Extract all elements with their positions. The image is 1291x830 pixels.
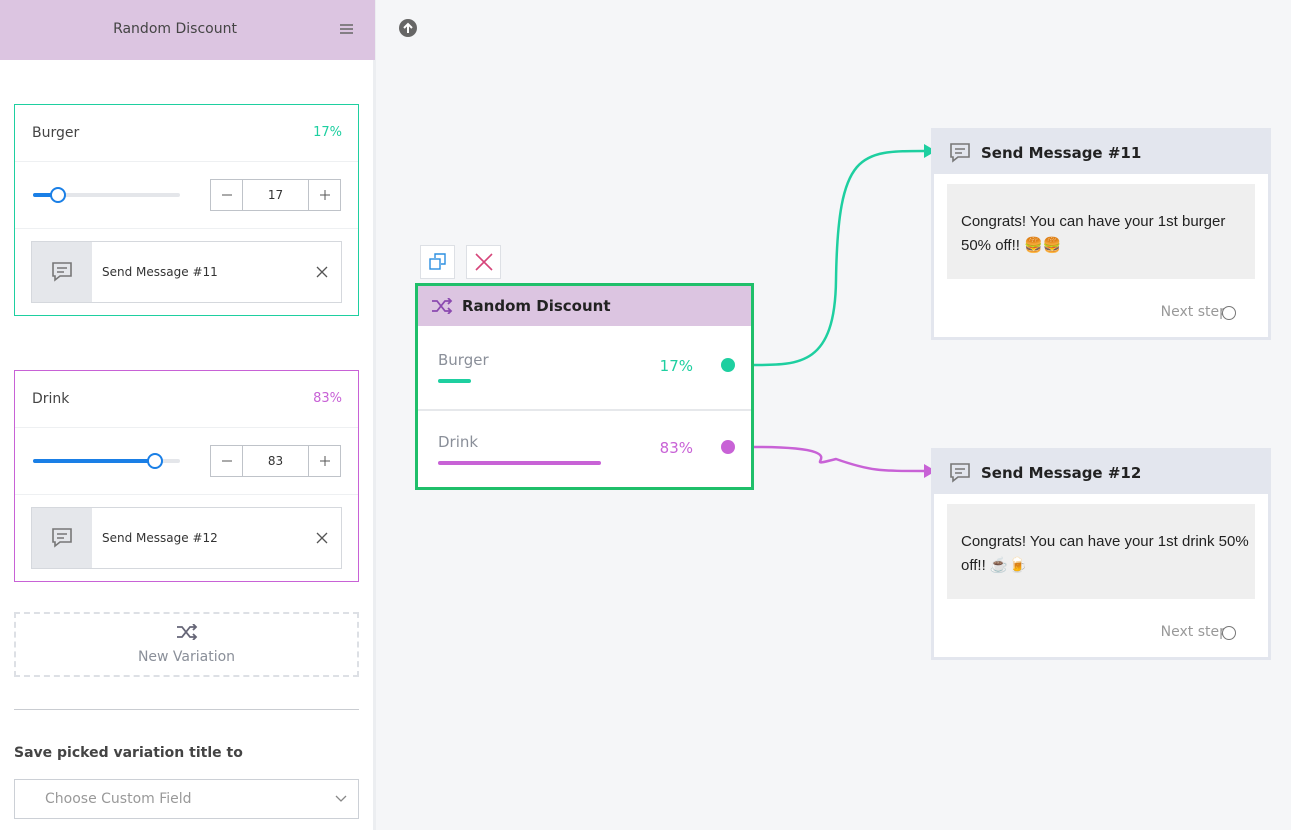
sidebar-header: Random Discount: [0, 0, 375, 60]
message-text: Congrats! You can have your 1st burger 5…: [961, 213, 1226, 254]
new-variation-button[interactable]: New Variation: [14, 612, 359, 677]
message-header: [934, 451, 1268, 494]
decrement-button[interactable]: [211, 180, 243, 210]
increment-button[interactable]: [308, 180, 340, 210]
connection: [753, 445, 926, 473]
stepper-input[interactable]: 17: [267, 188, 284, 202]
option-name: Burger: [438, 351, 489, 369]
minus-icon: [222, 460, 232, 462]
shuffle-icon: [432, 298, 453, 314]
action-name: Send Message #11: [102, 265, 218, 279]
message-icon: [52, 528, 72, 548]
message-icon: [950, 143, 970, 163]
variation-percent: 83%: [313, 391, 342, 406]
icon-shape: [316, 532, 328, 544]
stepper: 17: [210, 179, 341, 211]
plus-icon: [320, 190, 330, 200]
divider: [418, 409, 751, 411]
next-step-label: Next step: [1160, 624, 1228, 640]
stepper-input[interactable]: 83: [267, 454, 284, 468]
icon-shape: [52, 262, 72, 282]
icon-shape: [950, 463, 970, 483]
option-port[interactable]: [721, 358, 735, 372]
shuffle-icon: [177, 624, 198, 640]
increment-button[interactable]: [308, 446, 340, 476]
message-icon: [950, 463, 970, 483]
new-variation-label: New Variation: [137, 649, 236, 665]
random-node[interactable]: Random Discount Burger 17% Drink 83%: [415, 283, 754, 490]
message-title: Send Message #12: [981, 464, 1142, 482]
slider-fill: [33, 193, 58, 197]
option-percent: 83%: [659, 439, 693, 457]
next-step-port[interactable]: [1222, 306, 1236, 320]
next-step-label: Next step: [1160, 304, 1228, 320]
divider: [14, 709, 359, 710]
option-bar: [438, 461, 601, 465]
stepper: 83: [210, 445, 341, 477]
connection: [753, 149, 926, 367]
icon-shape: [316, 266, 328, 278]
option-bar: [438, 379, 472, 383]
option-percent: 17%: [659, 357, 693, 375]
message-card[interactable]: Send Message #11 Congrats! You can have y…: [931, 128, 1271, 340]
plus-icon: [320, 456, 330, 466]
action-name: Send Message #12: [102, 531, 218, 545]
copy-icon: [429, 253, 446, 270]
upload-icon[interactable]: [398, 18, 418, 38]
remove-icon[interactable]: [316, 532, 328, 544]
decrement-button[interactable]: [211, 446, 243, 476]
slider-track[interactable]: [33, 193, 180, 197]
slider-knob[interactable]: [49, 187, 66, 203]
message-bubble: Congrats! You can have your 1st burger 5…: [947, 184, 1255, 279]
arrowhead: [924, 144, 936, 158]
minus-icon: [222, 194, 232, 196]
variation-card: Drink 83% 83 Send Message #12: [14, 370, 359, 582]
message-icon: [52, 262, 72, 282]
variation-name: Burger: [32, 125, 80, 141]
divider: [15, 494, 358, 495]
message-title: Send Message #11: [981, 144, 1142, 162]
save-label: Save picked variation title to: [14, 745, 243, 761]
icon-shape: [950, 143, 970, 163]
message-bubble: Congrats! You can have your 1st drink 50…: [947, 504, 1255, 599]
divider: [15, 161, 358, 162]
message-text: Congrats! You can have your 1st drink 50…: [961, 533, 1249, 574]
copy-button[interactable]: [420, 245, 455, 279]
variation-card: Burger 17% 17 Send Message #11: [14, 104, 359, 316]
variation-name: Drink: [32, 391, 70, 407]
message-header: [934, 131, 1268, 174]
action-box[interactable]: Send Message #12: [31, 507, 342, 569]
remove-icon[interactable]: [316, 266, 328, 278]
slider-knob[interactable]: [147, 453, 163, 469]
sidebar-title: Random Discount: [113, 21, 237, 37]
select-placeholder: Choose Custom Field: [45, 791, 192, 807]
icon-shape: [52, 528, 72, 548]
divider: [15, 427, 358, 428]
next-step-port[interactable]: [1222, 626, 1236, 640]
close-icon: [475, 253, 493, 271]
node-title: Random Discount: [462, 297, 611, 315]
option-port[interactable]: [721, 440, 735, 454]
slider-fill: [33, 459, 155, 463]
variation-percent: 17%: [313, 125, 342, 140]
menu-icon[interactable]: [340, 24, 354, 36]
node-header: Random Discount: [418, 286, 751, 326]
option-name: Drink: [438, 433, 479, 451]
message-card[interactable]: Send Message #12 Congrats! You can have y…: [931, 448, 1271, 660]
action-box[interactable]: Send Message #11: [31, 241, 342, 303]
chevron-icon: [335, 795, 347, 802]
custom-field-select[interactable]: Choose Custom Field: [14, 779, 359, 819]
delete-button[interactable]: [466, 245, 501, 279]
divider: [15, 228, 358, 229]
arrowhead: [924, 464, 936, 478]
